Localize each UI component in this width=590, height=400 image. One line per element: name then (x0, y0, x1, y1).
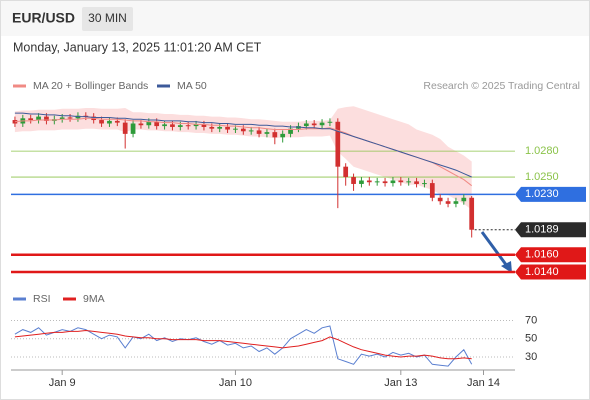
moving-average (14, 112, 472, 178)
candle-body (256, 130, 262, 134)
legend-swatch (157, 84, 170, 88)
symbol: EUR/USD (12, 10, 75, 26)
candle-body (382, 181, 388, 184)
interval-box (82, 7, 133, 31)
indicator-line (14, 329, 472, 360)
level-label: 1.0250 (525, 171, 559, 183)
candle-body (240, 128, 246, 132)
candle-body (177, 125, 183, 127)
bollinger-band (14, 106, 472, 210)
level-box (515, 247, 586, 263)
candle-body (398, 180, 404, 183)
legend-label: RSI (33, 293, 51, 305)
legend-swatch (13, 84, 26, 88)
candle-body (114, 120, 120, 123)
legend-swatch (63, 297, 76, 301)
candle-body (351, 177, 356, 184)
level-label: 1.0160 (525, 249, 559, 261)
candle-body (146, 121, 152, 126)
legend-swatch (13, 297, 26, 301)
credit: Research © 2025 Trading Central (423, 80, 580, 92)
candle-body (374, 181, 380, 183)
candle-body (303, 123, 309, 127)
legend-label: MA 20 + Bollinger Bands (33, 80, 148, 92)
candle-body (469, 197, 475, 230)
candle-body (28, 118, 34, 121)
candle-body (406, 181, 412, 183)
candle-body (319, 122, 325, 126)
candle-body (422, 183, 427, 185)
x-tick-label: Jan 14 (467, 377, 500, 389)
legend-label: MA 50 (177, 80, 207, 92)
candle-body (264, 132, 270, 134)
candle-body (233, 128, 238, 130)
candle-body (201, 124, 207, 127)
candle-body (107, 120, 112, 124)
y-tick-label: 50 (525, 333, 537, 345)
level-box (515, 264, 586, 280)
candle-body (272, 132, 278, 138)
level-label: 1.0189 (525, 224, 559, 236)
level-label: 1.0230 (525, 188, 559, 200)
level-label: 1.0280 (525, 145, 559, 157)
arrow (480, 231, 509, 267)
candle-body (225, 126, 230, 130)
candle-body (154, 121, 160, 127)
candle-body (248, 130, 254, 132)
candle-body (461, 197, 467, 202)
x-tick-label: Jan 9 (49, 377, 76, 389)
candle-body (288, 128, 293, 134)
y-tick-label: 70 (525, 314, 537, 326)
candle-body (36, 116, 41, 121)
candle-body (429, 183, 435, 198)
candle-body (162, 124, 167, 127)
candle-body (343, 166, 349, 178)
candle-body (122, 122, 128, 134)
y-tick-label: 30 (525, 351, 537, 363)
candle-body (138, 123, 144, 126)
candle-body (44, 116, 49, 121)
candle-body (359, 180, 364, 184)
candle-body (327, 121, 333, 123)
candle-body (170, 124, 175, 127)
candle-body (193, 124, 199, 127)
indicator-line (14, 325, 473, 367)
candle-body (437, 197, 443, 202)
candle-body (390, 180, 396, 184)
arrow-head (501, 261, 512, 273)
candle-body (280, 133, 286, 138)
candle-body (67, 117, 73, 119)
legend-label: 9MA (83, 293, 105, 305)
interval: 30 MIN (88, 11, 127, 25)
candle-body (130, 123, 136, 134)
level-label: 1.0140 (525, 266, 559, 278)
candle-body (59, 117, 65, 120)
candle-body (445, 201, 451, 204)
candle-body (366, 180, 372, 183)
level-box (515, 186, 586, 202)
timestamp: Monday, January 13, 2025 11:01:20 AM CET (13, 40, 262, 54)
x-tick-label: Jan 10 (219, 377, 252, 389)
candle-body (335, 121, 341, 167)
candle-body (453, 201, 459, 204)
candle-body (311, 123, 317, 126)
candle-body (185, 125, 191, 127)
candle-body (209, 126, 215, 129)
level-box (515, 222, 586, 238)
candle-body (99, 120, 104, 124)
candle-body (217, 126, 223, 129)
x-tick-label: Jan 13 (384, 377, 417, 389)
candle-body (414, 181, 419, 184)
